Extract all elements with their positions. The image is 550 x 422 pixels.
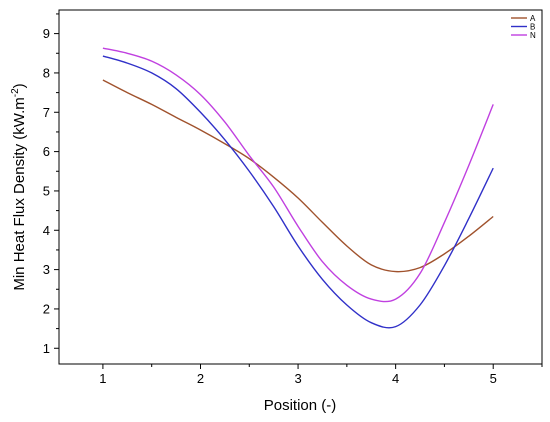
y-axis-title: Min Heat Flux Density (kW.m-2): [10, 83, 28, 290]
series-line-n: [102, 47, 494, 303]
plot-frame: [58, 9, 543, 365]
series-line-b: [102, 55, 494, 329]
y-tick-label: 4: [43, 223, 50, 238]
x-tick-label: 5: [490, 371, 497, 386]
y-tick-label: 9: [43, 26, 50, 41]
y-tick-label: 5: [43, 183, 50, 198]
x-tick-label: 1: [99, 371, 106, 386]
y-tick-label: 6: [43, 144, 50, 159]
x-axis-title: Position (-): [264, 397, 337, 414]
series-layer: [102, 47, 494, 329]
x-tick-label: 4: [392, 371, 399, 386]
y-tick-label: 8: [43, 65, 50, 80]
y-tick-label: 3: [43, 262, 50, 277]
legend-label-n: N: [530, 31, 536, 40]
y-tick-label: 2: [43, 301, 50, 316]
y-tick-label: 7: [43, 105, 50, 120]
legend: ABN: [511, 14, 536, 40]
series-line-a: [102, 79, 494, 273]
legend-label-b: B: [530, 23, 535, 32]
y-axis-title-main: Min Heat Flux Density (kW.m: [11, 97, 28, 290]
x-tick-label: 3: [294, 371, 301, 386]
y-tick-label: 1: [43, 341, 50, 356]
y-axis-title-superscript: -2: [10, 88, 21, 97]
x-tick-label: 2: [197, 371, 204, 386]
y-axis-title-tail: ): [11, 83, 28, 88]
legend-label-a: A: [530, 14, 536, 23]
ticks-layer: 1 2 3 4 5 1 2 3 4 5 6 7 8 9: [43, 13, 543, 386]
